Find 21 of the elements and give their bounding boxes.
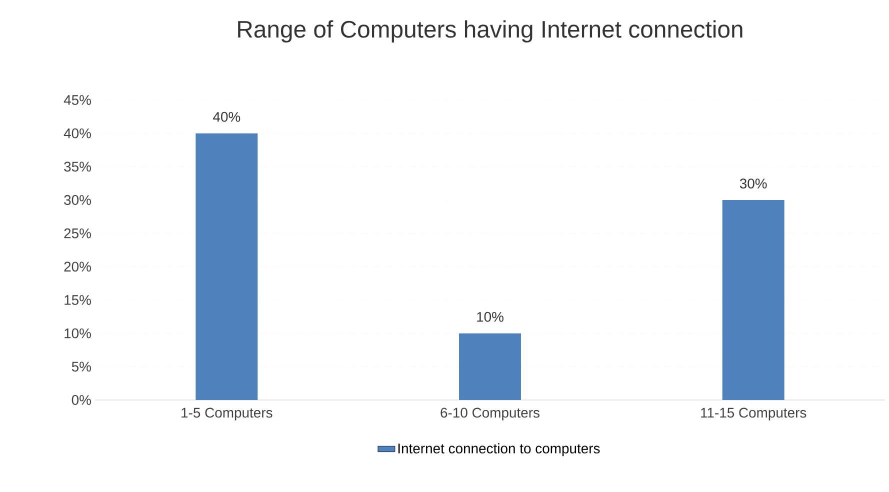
data-label: 10% <box>477 312 504 322</box>
y-tick-label: 10% <box>64 328 91 338</box>
y-tick-label: 5% <box>72 362 91 372</box>
x-tick-label: 6-10 Computers <box>440 408 540 420</box>
y-tick-label: 45% <box>64 95 91 105</box>
data-label: 30% <box>740 178 767 188</box>
legend-label: Internet connection to computers <box>398 443 600 456</box>
y-tick-label: 25% <box>64 228 91 238</box>
bar <box>459 333 522 400</box>
y-tick-label: 20% <box>64 262 91 272</box>
x-tick-label: 11-15 Computers <box>701 408 806 420</box>
x-tick-label: 1-5 Computers <box>182 408 272 420</box>
chart-title: Range of Computers having Internet connection <box>238 20 742 43</box>
bar <box>196 133 258 400</box>
y-tick-label: 15% <box>64 295 91 305</box>
y-tick-label: 30% <box>64 195 91 205</box>
y-tick-label: 35% <box>64 162 91 172</box>
bar <box>722 200 784 400</box>
y-tick-label: 0% <box>72 395 91 405</box>
data-label: 40% <box>213 112 240 122</box>
y-tick-label: 40% <box>64 128 91 138</box>
